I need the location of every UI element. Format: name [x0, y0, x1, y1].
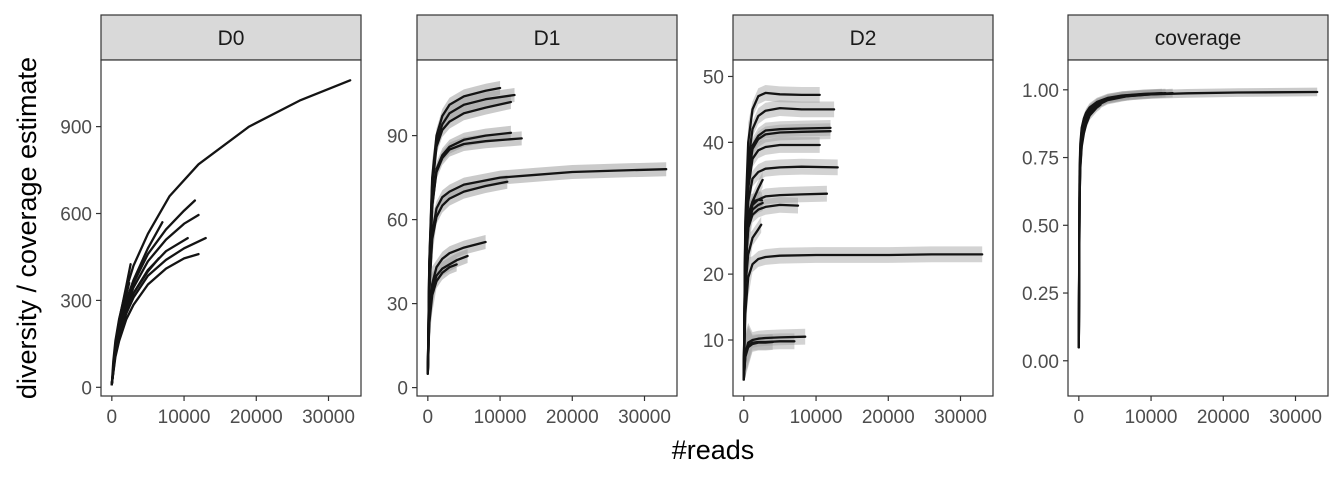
x-tick-label-coverage: 10000	[1125, 407, 1178, 428]
x-tick-label-d1: 30000	[618, 407, 671, 428]
facet-d0: D0 0 300 600 900 0 10000 20000 30000	[60, 14, 362, 428]
series-line	[110, 252, 200, 386]
y-tick-label-d2: 20	[703, 265, 724, 286]
y-axis-title: diversity / coverage estimate	[12, 57, 42, 399]
x-tick-label-d1: 10000	[474, 407, 527, 428]
plot-area-d2	[733, 60, 993, 396]
series-line	[742, 253, 984, 381]
plot-area-coverage	[1068, 60, 1328, 396]
facet-title-d0: D0	[218, 27, 245, 50]
series-lines-d1	[426, 86, 668, 375]
y-tick-label-d2: 30	[703, 199, 724, 220]
y-tick-label-d1: 90	[387, 127, 408, 148]
x-axis-title: #reads	[672, 435, 755, 465]
facet-strip-d1	[416, 14, 678, 61]
series-line	[742, 178, 764, 381]
facet-title-d2: D2	[850, 27, 877, 50]
y-tick-label-d2: 50	[703, 67, 724, 88]
y-tick-label-coverage: 0.50	[1022, 216, 1059, 237]
x-tick-label-d1: 20000	[546, 407, 599, 428]
y-tick-label-d1: 30	[387, 295, 408, 316]
y-tick-label-coverage: 0.25	[1022, 284, 1059, 305]
y-tick-label-d2: 10	[703, 331, 724, 352]
y-tick-label-d0: 300	[60, 291, 92, 312]
x-tick-label-d2: 10000	[790, 407, 843, 428]
x-tick-label-coverage: 30000	[1269, 407, 1322, 428]
series-lines-d0	[110, 79, 352, 386]
series-line	[1077, 90, 1319, 349]
series-line	[426, 180, 509, 375]
x-tick-label-d0: 20000	[230, 407, 283, 428]
y-tick-label-coverage: 0.00	[1022, 352, 1059, 373]
series-lines-coverage	[1077, 90, 1319, 349]
series-lines-d2	[742, 91, 984, 381]
x-tick-label-d0: 10000	[158, 407, 211, 428]
y-tick-label-d0: 600	[60, 205, 92, 226]
panel-border-d1	[416, 59, 678, 397]
y-tick-label-coverage: 1.00	[1022, 81, 1059, 102]
x-tick-label-d2: 20000	[862, 407, 915, 428]
series-band	[427, 235, 486, 374]
series-line	[742, 340, 774, 381]
panel-border-coverage	[1067, 59, 1329, 397]
y-tick-label-coverage: 0.75	[1022, 149, 1059, 170]
facet-coverage: coverage 0.00 0.25 0.50 0.75 1.00 0 10000 20000 3…	[1022, 14, 1329, 428]
series-line	[110, 281, 131, 386]
x-tick-label-d0: 0	[107, 407, 118, 428]
plot-area-d0	[101, 60, 361, 396]
series-line	[426, 263, 458, 375]
x-tick-label-d2: 0	[739, 407, 750, 428]
y-tick-label-d0: 900	[60, 118, 92, 139]
facet-d2: D2 10 20 30 40 50 0 10000 20000 30000	[703, 14, 994, 428]
facet-title-coverage: coverage	[1155, 27, 1241, 50]
y-tick-label-d1: 0	[397, 379, 408, 400]
x-tick-label-coverage: 0	[1074, 407, 1085, 428]
facet-title-d1: D1	[534, 27, 561, 50]
facet-d1: D1 0 30 60 90 0 10000 20000 30000	[387, 14, 678, 428]
series-band	[743, 246, 983, 380]
facet-strip-d0	[100, 14, 362, 61]
facet-strip-coverage	[1067, 14, 1329, 61]
x-tick-label-d1: 0	[423, 407, 434, 428]
panel-border-d2	[732, 59, 994, 397]
x-tick-label-d0: 30000	[302, 407, 355, 428]
y-tick-label-d0: 0	[81, 378, 92, 399]
y-tick-label-d2: 40	[703, 133, 724, 154]
x-tick-label-d2: 30000	[934, 407, 987, 428]
panel-border-d0	[100, 59, 362, 397]
facet-strip-d2	[732, 14, 994, 61]
x-tick-label-coverage: 20000	[1197, 407, 1250, 428]
y-tick-label-d1: 60	[387, 211, 408, 232]
